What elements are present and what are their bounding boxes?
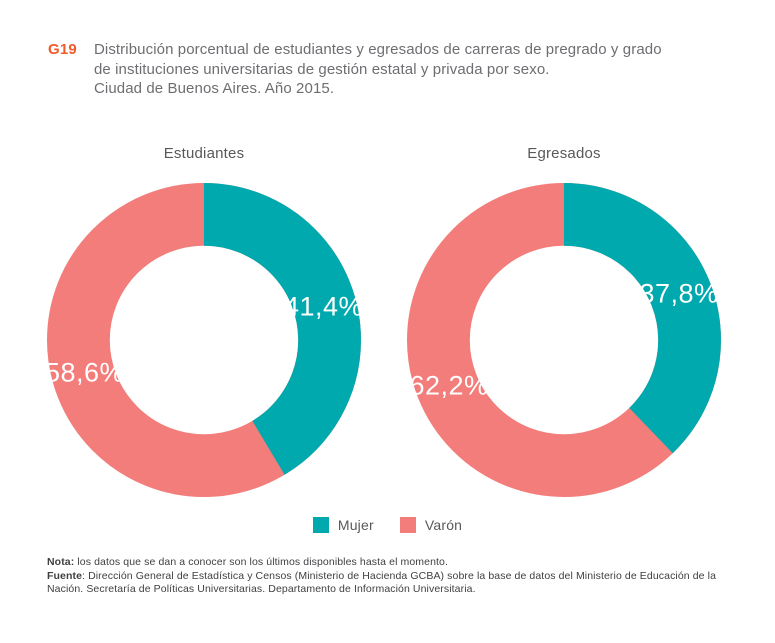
footnote-fuente-text: : Dirección General de Estadística y Cen… (47, 569, 717, 596)
legend-item-varon: Varón (399, 517, 463, 533)
donut-slice-mujer (407, 183, 721, 497)
footnote-nota-text: los datos que se dan a conocer son los ú… (74, 556, 449, 568)
legend-label-varon: Varón (424, 517, 463, 533)
slice-label-estudiantes-mujer: 41,4% (283, 291, 364, 322)
slice-label-egresados-varon: 62,2% (409, 370, 489, 401)
figure-title-line-2: de instituciones universitarias de gesti… (93, 60, 550, 78)
footnote: Nota: los datos que se dan a conocer son… (47, 556, 743, 597)
footnote-nota: Nota: los datos que se dan a conocer son… (47, 556, 743, 570)
legend-item-mujer: Mujer (312, 517, 374, 533)
legend-swatch-mujer (312, 517, 329, 533)
figure-code: G19 (48, 41, 77, 58)
slice-label-egresados-mujer: 37,8% (639, 278, 719, 309)
legend-label-mujer: Mujer (337, 517, 374, 533)
figure-header: G19 Distribución porcentual de estudiant… (48, 40, 662, 99)
donut-svg-egresados (407, 183, 721, 497)
chart-title-estudiantes: Estudiantes (163, 145, 245, 162)
chart-title-egresados: Egresados (527, 145, 601, 162)
donut-estudiantes: 41,4% 58,6% (44, 180, 364, 500)
donut-chart-estudiantes: Estudiantes 41,4% 58,6% (44, 145, 364, 500)
slice-label-estudiantes-varon: 58,6% (44, 357, 125, 388)
figure-title-line-3: Ciudad de Buenos Aires. Año 2015. (93, 80, 335, 97)
legend: Mujer Varón (0, 517, 775, 533)
donut-slice-mujer (47, 183, 361, 497)
legend-swatch-varon (399, 517, 416, 533)
donut-egresados: 37,8% 62,2% (404, 180, 724, 500)
donut-chart-egresados: Egresados 37,8% 62,2% (404, 145, 724, 500)
figure-title-line-1: Distribución porcentual de estudiantes y… (93, 41, 662, 58)
donut-svg-estudiantes (47, 183, 361, 497)
figure-title: Distribución porcentual de estudiantes y… (94, 40, 662, 99)
footnote-nota-label: Nota: (47, 556, 75, 568)
footnote-fuente-label: Fuente (47, 569, 83, 582)
footnote-fuente: Fuente: Dirección General de Estadística… (47, 570, 743, 597)
